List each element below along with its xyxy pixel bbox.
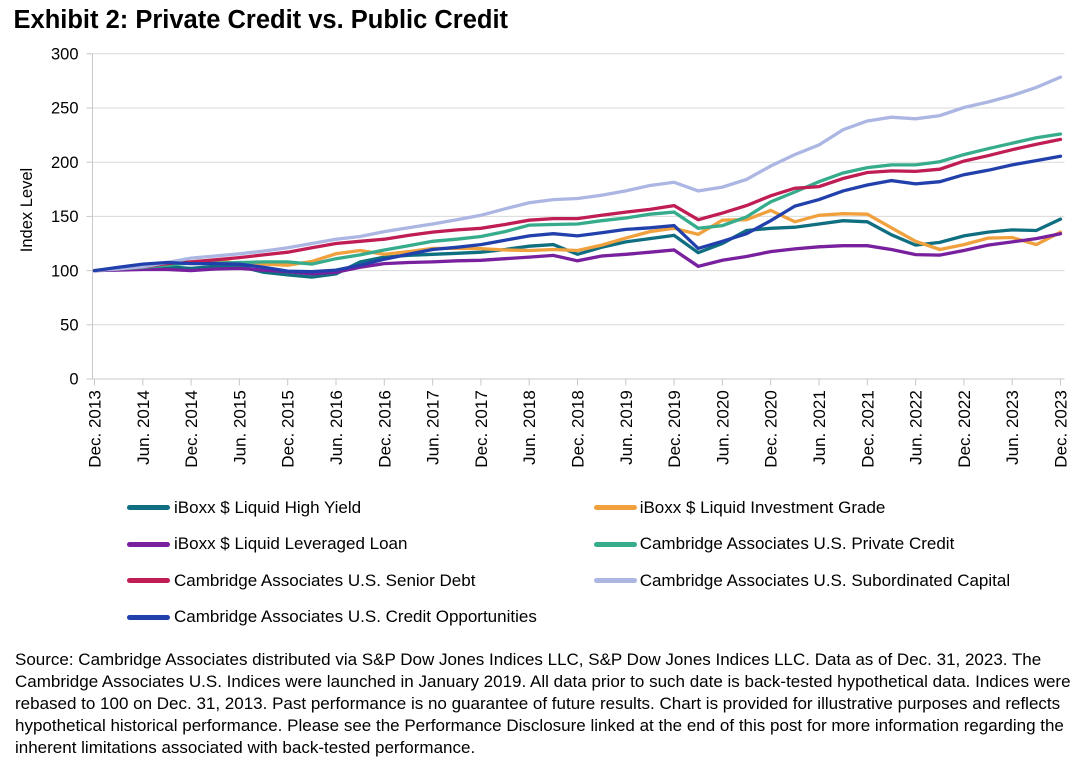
svg-text:Jun. 2016: Jun. 2016: [327, 390, 346, 465]
svg-text:Index Level: Index Level: [18, 168, 36, 252]
svg-text:150: 150: [51, 208, 79, 226]
svg-text:Dec. 2023: Dec. 2023: [1052, 390, 1071, 468]
svg-text:0: 0: [69, 371, 78, 389]
svg-text:Jun. 2018: Jun. 2018: [520, 390, 539, 465]
svg-text:Jun. 2015: Jun. 2015: [230, 390, 249, 465]
svg-text:Dec. 2014: Dec. 2014: [182, 390, 201, 468]
svg-text:Jun. 2014: Jun. 2014: [134, 390, 153, 465]
svg-text:250: 250: [51, 100, 79, 118]
svg-text:Dec. 2020: Dec. 2020: [762, 390, 781, 468]
svg-text:300: 300: [51, 46, 79, 64]
svg-text:100: 100: [51, 262, 79, 280]
svg-text:Jun. 2021: Jun. 2021: [810, 390, 829, 465]
svg-text:Dec. 2019: Dec. 2019: [665, 390, 684, 468]
svg-text:Dec. 2016: Dec. 2016: [375, 390, 394, 468]
svg-text:50: 50: [60, 317, 78, 335]
svg-text:200: 200: [51, 154, 79, 172]
svg-text:Jun. 2022: Jun. 2022: [907, 390, 926, 465]
svg-text:Dec. 2015: Dec. 2015: [279, 390, 298, 468]
svg-text:Dec. 2018: Dec. 2018: [569, 390, 588, 468]
svg-text:Dec. 2017: Dec. 2017: [472, 390, 491, 468]
svg-text:Jun. 2017: Jun. 2017: [424, 390, 443, 465]
svg-text:Dec. 2022: Dec. 2022: [955, 390, 974, 468]
svg-text:Jun. 2019: Jun. 2019: [617, 390, 636, 465]
svg-text:Jun. 2023: Jun. 2023: [1003, 390, 1022, 465]
svg-text:Dec. 2021: Dec. 2021: [858, 390, 877, 468]
svg-text:Jun. 2020: Jun. 2020: [713, 390, 732, 465]
svg-text:Dec. 2013: Dec. 2013: [86, 390, 105, 468]
